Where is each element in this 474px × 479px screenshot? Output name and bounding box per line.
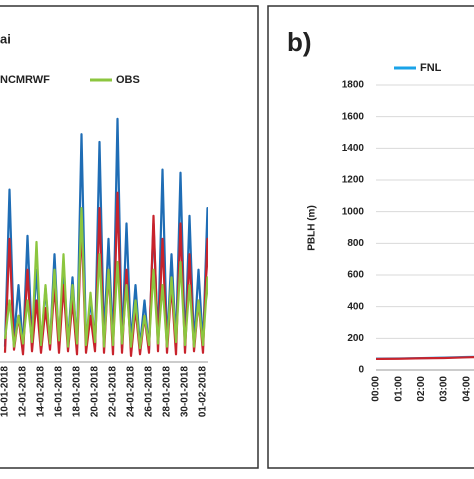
legend-label: OBS — [116, 74, 140, 86]
panel-border — [267, 5, 474, 469]
panel-border — [0, 5, 259, 469]
chart-title: b) — [287, 27, 312, 57]
x-tick-label: 22-01-2018 — [108, 366, 119, 418]
x-tick-label: 14-01-2018 — [36, 366, 47, 418]
x-tick-label: 04:00 — [461, 376, 472, 402]
y-tick-label: 1600 — [342, 111, 365, 122]
y-tick-label: 1000 — [342, 206, 365, 217]
y-tick-label: 1400 — [342, 143, 365, 154]
legend-label: FNL — [420, 62, 442, 74]
series-line — [3, 207, 208, 350]
y-tick-label: 0 — [358, 365, 364, 376]
x-tick-label: 00:00 — [371, 376, 382, 402]
x-tick-label: 02:00 — [416, 376, 427, 402]
x-tick-label: 26-01-2018 — [144, 366, 155, 418]
x-tick-label: 01-02-2018 — [198, 366, 209, 418]
x-tick-label: 20-01-2018 — [90, 366, 101, 418]
x-tick-label: 24-01-2018 — [126, 366, 137, 418]
x-tick-label: 12-01-2018 — [18, 366, 29, 418]
plot-area — [3, 117, 208, 357]
x-tick-label: 03:00 — [439, 376, 450, 402]
y-tick-label: 800 — [347, 238, 364, 249]
legend-label: NCMRWF — [0, 74, 50, 86]
y-axis-label: PBLH (m) — [307, 205, 318, 251]
y-tick-label: 1800 — [342, 80, 365, 91]
y-tick-label: 200 — [347, 333, 364, 344]
x-tick-label: 30-01-2018 — [180, 366, 191, 418]
x-tick-label: 28-01-2018 — [162, 366, 173, 418]
y-tick-label: 1200 — [342, 175, 365, 186]
x-tick-label: 10-01-2018 — [0, 366, 11, 418]
y-tick-label: 600 — [347, 270, 364, 281]
series-line — [376, 356, 474, 361]
y-tick-label: 400 — [347, 301, 364, 312]
plot-area — [376, 355, 474, 361]
chart-title: ai — [0, 31, 11, 46]
x-tick-label: 16-01-2018 — [54, 366, 65, 418]
x-tick-label: 01:00 — [393, 376, 404, 402]
x-tick-label: 18-01-2018 — [72, 366, 83, 418]
